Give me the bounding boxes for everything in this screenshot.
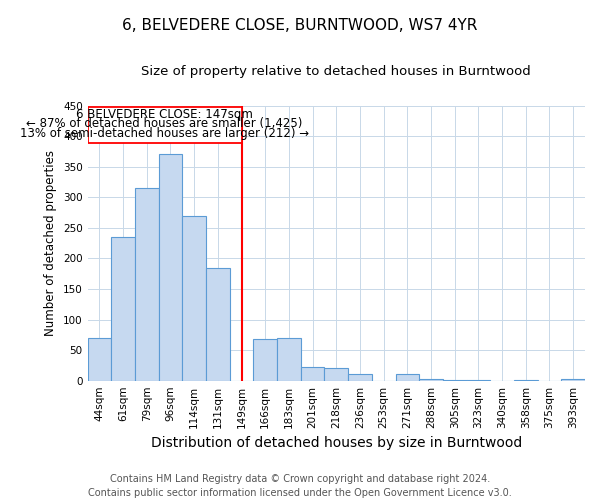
Bar — [206, 268, 230, 380]
X-axis label: Distribution of detached houses by size in Burntwood: Distribution of detached houses by size … — [151, 436, 522, 450]
Title: Size of property relative to detached houses in Burntwood: Size of property relative to detached ho… — [142, 65, 531, 78]
Bar — [325, 368, 348, 380]
Bar — [348, 374, 372, 380]
Bar — [182, 216, 206, 380]
Bar — [277, 338, 301, 380]
Text: 13% of semi-detached houses are larger (212) →: 13% of semi-detached houses are larger (… — [20, 127, 309, 140]
Bar — [88, 107, 242, 144]
Bar — [88, 338, 111, 380]
Bar — [395, 374, 419, 380]
Y-axis label: Number of detached properties: Number of detached properties — [44, 150, 58, 336]
Bar — [253, 339, 277, 380]
Bar — [301, 366, 325, 380]
Bar — [111, 237, 135, 380]
Text: 6, BELVEDERE CLOSE, BURNTWOOD, WS7 4YR: 6, BELVEDERE CLOSE, BURNTWOOD, WS7 4YR — [122, 18, 478, 32]
Text: ← 87% of detached houses are smaller (1,425): ← 87% of detached houses are smaller (1,… — [26, 118, 303, 130]
Bar — [419, 379, 443, 380]
Bar — [562, 379, 585, 380]
Text: Contains HM Land Registry data © Crown copyright and database right 2024.
Contai: Contains HM Land Registry data © Crown c… — [88, 474, 512, 498]
Text: 6 BELVEDERE CLOSE: 147sqm: 6 BELVEDERE CLOSE: 147sqm — [76, 108, 253, 120]
Bar — [135, 188, 158, 380]
Bar — [158, 154, 182, 380]
